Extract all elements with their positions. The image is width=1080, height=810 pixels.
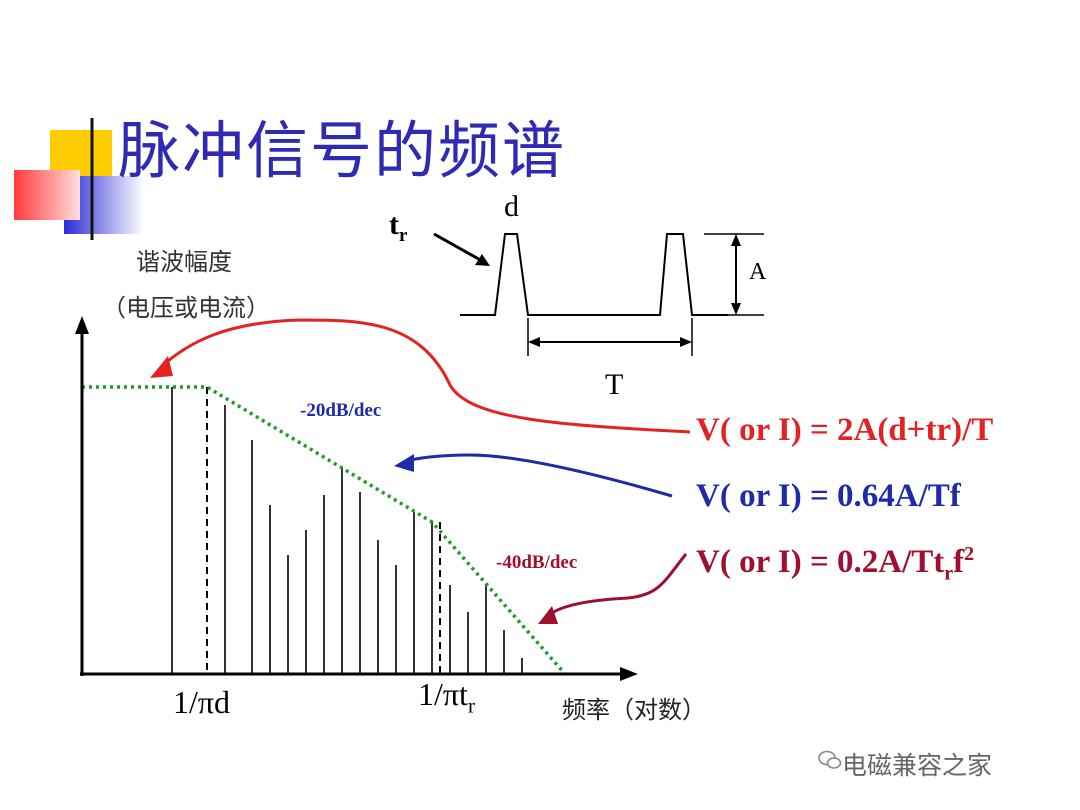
waveform-trace [460, 233, 728, 316]
slope-label-40db: -40dB/dec [496, 552, 578, 573]
amplitude-arrow-head-bottom [731, 303, 741, 315]
rise-arrow-head [475, 254, 490, 266]
y-axis-arrow [75, 316, 89, 334]
rise-arrow-line [433, 232, 485, 264]
period-label: T [605, 368, 624, 401]
second-slope-equation: V( or I) = 0.2A/Ttrf2 [696, 543, 975, 585]
first-slope-equation: V( or I) = 0.64A/Tf [696, 478, 961, 514]
rise-time-label: tr [389, 208, 408, 246]
x-axis-arrow [620, 667, 638, 681]
watermark-text: 电磁兼容之家 [842, 751, 993, 780]
slide-title: 脉冲信号的频谱 [118, 114, 567, 187]
harmonic-lines [171, 387, 523, 674]
red-arrow-head [150, 356, 173, 378]
y-axis-label-line1: 谐波幅度 [136, 248, 232, 276]
period-arrow-head-left [528, 337, 540, 347]
pulse-width-label: d [504, 190, 519, 223]
corner-frequency-1-label: 1/πd [173, 684, 231, 720]
x-axis-label: 频率（对数） [562, 696, 706, 724]
blue-arrow-head [394, 454, 414, 472]
amplitude-arrow-head-top [731, 234, 741, 246]
y-axis-label-line2: （电压或电流） [102, 294, 270, 322]
blue-arrow-curve [403, 453, 673, 498]
maroon-arrow-curve [546, 553, 688, 618]
flat-region-equation: V( or I) = 2A(d+tr)/T [696, 412, 994, 448]
corner-frequency-2-label: 1/πtr [418, 676, 475, 718]
red-arrow-curve [158, 318, 691, 434]
slope-label-20db: -20dB/dec [300, 400, 382, 421]
wechat-logo-icon [818, 750, 842, 769]
period-arrow-head-right [680, 337, 692, 347]
amplitude-label: A [749, 259, 767, 285]
maroon-arrow-head [538, 606, 558, 624]
